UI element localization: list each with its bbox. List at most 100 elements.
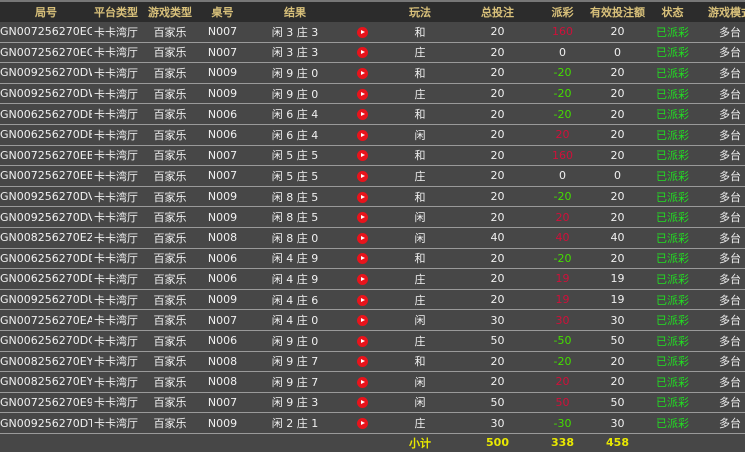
table-row: GN009256270DT 卡卡湾厅 百家乐 N009 闲 2 庄 1 庄 30 -30 30 已…: [0, 412, 745, 434]
replay-cell: [345, 330, 380, 352]
play-video-icon[interactable]: [357, 335, 368, 347]
game-type-cell: 百家乐: [140, 186, 200, 208]
round-id-cell: GN009256270DV: [0, 186, 92, 208]
result-cell: 闲 8 庄 0: [245, 227, 345, 249]
game-mode-cell: 多台: [700, 248, 745, 270]
payout-cell: 40: [535, 227, 590, 249]
table-row: GN008256270EY 卡卡湾厅 百家乐 N008 闲 9 庄 7 和 20 -20 20 已…: [0, 351, 745, 373]
table-no-cell: N007: [200, 145, 245, 167]
table-row: GN009256270DU 卡卡湾厅 百家乐 N009 闲 4 庄 6 庄 20 19 19 已派…: [0, 289, 745, 311]
total-bet-cell: 30: [460, 412, 535, 434]
subtotal-empty-cell: [645, 433, 700, 452]
play-video-icon[interactable]: [357, 88, 368, 100]
total-bet-cell: 20: [460, 22, 535, 43]
status-cell: 已派彩: [645, 392, 700, 414]
table-no-cell: N009: [200, 206, 245, 228]
status-cell: 已派彩: [645, 351, 700, 373]
payout-cell: 0: [535, 42, 590, 64]
game-type-cell: 百家乐: [140, 371, 200, 393]
platform-type-cell: 卡卡湾厅: [92, 124, 140, 146]
game-type-cell: 百家乐: [140, 248, 200, 270]
total-bet-cell: 20: [460, 145, 535, 167]
platform-type-cell: 卡卡湾厅: [92, 392, 140, 414]
total-bet-cell: 40: [460, 227, 535, 249]
table-no-cell: N009: [200, 289, 245, 311]
subtotal-row: 小计 500 338 458: [0, 433, 745, 452]
game-type-cell: 百家乐: [140, 62, 200, 84]
platform-type-cell: 卡卡湾厅: [92, 145, 140, 167]
total-bet-cell: 20: [460, 186, 535, 208]
game-mode-cell: 多台: [700, 145, 745, 167]
game-mode-cell: 多台: [700, 103, 745, 125]
bet-type-cell: 闲: [380, 392, 460, 414]
valid-bet-cell: 19: [590, 268, 645, 290]
subtotal-empty-cell: [245, 433, 345, 452]
table-row: GN007256270EC 卡卡湾厅 百家乐 N007 闲 3 庄 3 庄 20 0 0 已派彩多…: [0, 42, 745, 64]
play-video-icon[interactable]: [357, 376, 368, 388]
play-video-icon[interactable]: [357, 294, 368, 306]
game-mode-cell: 多台: [700, 165, 745, 187]
round-id-cell: GN006256270DD: [0, 268, 92, 290]
status-cell: 已派彩: [645, 62, 700, 84]
play-video-icon[interactable]: [357, 232, 368, 244]
play-video-icon[interactable]: [357, 150, 368, 162]
game-type-cell: 百家乐: [140, 22, 200, 43]
play-video-icon[interactable]: [357, 191, 368, 203]
valid-bet-cell: 0: [590, 165, 645, 187]
result-cell: 闲 2 庄 1: [245, 412, 345, 434]
round-id-cell: GN008256270EZ: [0, 227, 92, 249]
table-no-cell: N007: [200, 165, 245, 187]
table-row: GN006256270DE 卡卡湾厅 百家乐 N006 闲 6 庄 4 和 20 -20 20 已…: [0, 103, 745, 125]
bet-type-cell: 和: [380, 248, 460, 270]
play-video-icon[interactable]: [357, 315, 368, 327]
play-video-icon[interactable]: [357, 273, 368, 285]
header-game-type: 游戏类型: [140, 0, 200, 22]
round-id-cell: GN007256270EC: [0, 42, 92, 64]
play-video-icon[interactable]: [357, 109, 368, 121]
payout-cell: 20: [535, 124, 590, 146]
result-cell: 闲 3 庄 3: [245, 22, 345, 43]
valid-bet-cell: 20: [590, 62, 645, 84]
total-bet-cell: 20: [460, 268, 535, 290]
header-platform-type: 平台类型: [92, 0, 140, 22]
game-mode-cell: 多台: [700, 42, 745, 64]
table-no-cell: N007: [200, 309, 245, 331]
play-video-icon[interactable]: [357, 356, 368, 368]
result-cell: 闲 4 庄 6: [245, 289, 345, 311]
play-video-icon[interactable]: [357, 26, 368, 38]
round-id-cell: GN008256270EY: [0, 351, 92, 373]
payout-cell: 30: [535, 309, 590, 331]
round-id-cell: GN006256270DE: [0, 103, 92, 125]
round-id-cell: GN009256270DW: [0, 62, 92, 84]
payout-cell: -20: [535, 186, 590, 208]
play-video-icon[interactable]: [357, 67, 368, 79]
status-cell: 已派彩: [645, 289, 700, 311]
play-video-icon[interactable]: [357, 253, 368, 265]
replay-cell: [345, 268, 380, 290]
valid-bet-cell: 20: [590, 206, 645, 228]
result-cell: 闲 9 庄 0: [245, 330, 345, 352]
play-video-icon[interactable]: [357, 129, 368, 141]
platform-type-cell: 卡卡湾厅: [92, 186, 140, 208]
payout-cell: -30: [535, 412, 590, 434]
status-cell: 已派彩: [645, 103, 700, 125]
play-video-icon[interactable]: [357, 47, 368, 59]
table-row: GN009256270DV 卡卡湾厅 百家乐 N009 闲 8 庄 5 闲 20 20 20 已派…: [0, 206, 745, 228]
play-video-icon[interactable]: [357, 212, 368, 224]
status-cell: 已派彩: [645, 145, 700, 167]
bet-type-cell: 和: [380, 103, 460, 125]
game-type-cell: 百家乐: [140, 42, 200, 64]
valid-bet-cell: 20: [590, 103, 645, 125]
subtotal-empty-cell: [345, 433, 380, 452]
payout-cell: -20: [535, 248, 590, 270]
valid-bet-cell: 20: [590, 371, 645, 393]
valid-bet-cell: 20: [590, 248, 645, 270]
play-video-icon[interactable]: [357, 397, 368, 409]
play-video-icon[interactable]: [357, 170, 368, 182]
payout-cell: -50: [535, 330, 590, 352]
play-video-icon[interactable]: [357, 418, 368, 430]
header-table-no: 桌号: [200, 0, 245, 22]
table-no-cell: N006: [200, 103, 245, 125]
total-bet-cell: 20: [460, 103, 535, 125]
round-id-cell: GN006256270DD: [0, 248, 92, 270]
